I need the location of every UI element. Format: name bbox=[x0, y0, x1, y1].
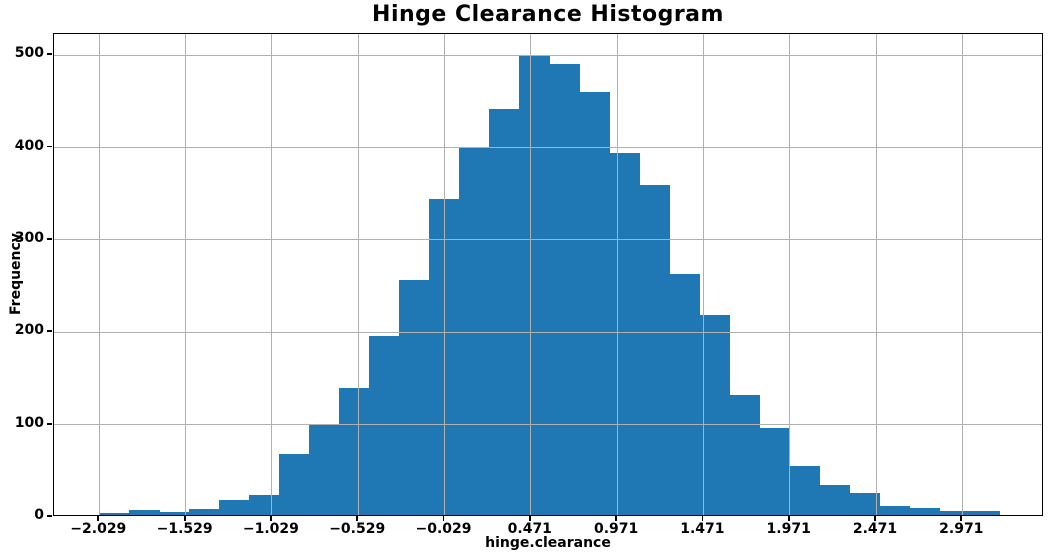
y-tick-label: 400 bbox=[14, 137, 44, 154]
y-tick-label: 500 bbox=[14, 45, 44, 62]
y-tick-mark bbox=[47, 422, 52, 425]
y-tick-label: 0 bbox=[34, 507, 44, 523]
x-tick-mark bbox=[356, 516, 359, 521]
plot-area bbox=[53, 33, 1043, 516]
x-tick-mark bbox=[615, 516, 617, 521]
x-gridline bbox=[702, 34, 704, 515]
x-tick-mark bbox=[874, 516, 876, 521]
histogram-bar bbox=[969, 511, 1000, 515]
histogram-bar bbox=[219, 500, 250, 515]
x-tick-label: 2.971 bbox=[939, 521, 984, 537]
x-tick-label: −0.029 bbox=[415, 521, 472, 537]
x-tick-label: 1.971 bbox=[766, 521, 811, 537]
histogram-bar bbox=[129, 510, 160, 515]
x-tick-mark bbox=[270, 516, 272, 521]
y-tick-mark bbox=[47, 330, 52, 333]
x-tick-mark bbox=[183, 516, 186, 521]
x-tick-label: −1.029 bbox=[242, 521, 299, 537]
y-tick-mark bbox=[47, 53, 52, 56]
y-tick-label: 100 bbox=[14, 414, 44, 431]
x-gridline bbox=[789, 34, 791, 515]
histogram-bar bbox=[789, 466, 820, 515]
histogram-bar bbox=[909, 507, 940, 515]
x-gridline bbox=[961, 34, 963, 515]
x-tick-mark bbox=[97, 516, 100, 521]
x-gridline bbox=[185, 34, 187, 515]
histogram-bar bbox=[579, 92, 610, 515]
x-tick-mark bbox=[442, 516, 445, 521]
x-gridline bbox=[357, 34, 359, 515]
histogram-bar bbox=[729, 394, 760, 515]
y-tick-mark bbox=[47, 238, 52, 240]
histogram-bar bbox=[369, 335, 400, 515]
x-gridline bbox=[530, 34, 532, 515]
histogram-bar bbox=[99, 513, 130, 515]
x-tick-label: 2.471 bbox=[852, 521, 898, 537]
x-tick-mark bbox=[787, 516, 790, 521]
x-axis-label: hinge.clearance bbox=[485, 535, 611, 551]
x-tick-label: 0.971 bbox=[593, 521, 639, 537]
y-gridline bbox=[54, 331, 1042, 333]
y-gridline bbox=[54, 424, 1042, 426]
histogram-bar bbox=[639, 185, 670, 515]
histogram-bar bbox=[189, 508, 220, 515]
y-tick-mark bbox=[47, 145, 52, 148]
chart-title: Hinge Clearance Histogram bbox=[372, 2, 724, 27]
x-tick-label: −2.029 bbox=[70, 521, 127, 537]
histogram-bar bbox=[309, 425, 340, 515]
x-tick-mark bbox=[701, 516, 704, 521]
histogram-bar bbox=[879, 505, 910, 515]
x-gridline bbox=[616, 34, 618, 515]
x-tick-label: −1.529 bbox=[156, 521, 213, 537]
histogram-bar bbox=[609, 152, 640, 515]
x-tick-label: 1.471 bbox=[680, 521, 725, 537]
histogram-bar bbox=[489, 108, 520, 515]
histogram-bar bbox=[459, 147, 490, 515]
x-gridline bbox=[875, 34, 877, 515]
histogram-bar bbox=[339, 387, 370, 515]
x-gridline bbox=[444, 34, 445, 515]
y-tick-label: 300 bbox=[14, 229, 44, 246]
histogram-bar bbox=[849, 492, 880, 515]
x-tick-label: −0.529 bbox=[329, 521, 386, 537]
histogram-bar bbox=[279, 454, 310, 515]
x-tick-mark bbox=[960, 516, 963, 521]
y-gridline bbox=[54, 239, 1042, 241]
x-gridline bbox=[98, 34, 100, 515]
histogram-bar bbox=[939, 511, 970, 515]
x-tick-mark bbox=[528, 516, 531, 521]
y-tick-label: 200 bbox=[14, 322, 44, 339]
y-gridline bbox=[54, 147, 1042, 149]
y-gridline bbox=[54, 54, 1042, 56]
histogram-bar bbox=[759, 428, 790, 515]
histogram-bar bbox=[549, 64, 580, 515]
histogram-bar bbox=[399, 279, 430, 515]
histogram-bar bbox=[249, 494, 280, 515]
y-axis-label: Frequency bbox=[8, 233, 24, 315]
histogram-bar bbox=[669, 273, 700, 515]
histogram-bar bbox=[819, 485, 850, 515]
histogram-bar bbox=[699, 314, 730, 515]
x-gridline bbox=[271, 34, 273, 515]
histogram-bar bbox=[159, 512, 190, 515]
y-tick-mark bbox=[47, 515, 52, 517]
histogram-bar bbox=[519, 55, 550, 515]
x-tick-label: 0.471 bbox=[507, 521, 552, 537]
